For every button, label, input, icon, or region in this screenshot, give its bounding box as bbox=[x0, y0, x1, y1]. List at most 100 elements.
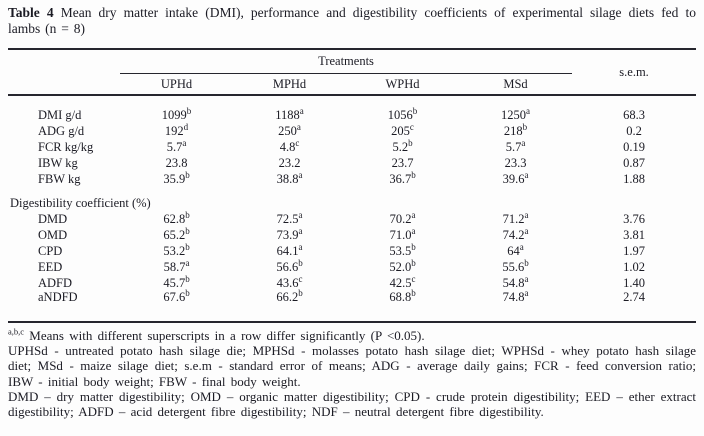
value-cell: 74.8a bbox=[459, 287, 572, 322]
superscript: b bbox=[186, 105, 192, 116]
value-cell: 42.5c bbox=[346, 274, 459, 290]
caption-text: Mean dry matter intake (DMI), performanc… bbox=[8, 5, 697, 36]
value-text: 45.7 bbox=[163, 276, 186, 290]
column-header-row: UPHd MPHd WPHd MSd bbox=[8, 73, 696, 96]
value-text: 36.7 bbox=[389, 172, 412, 186]
value-cell: 23.3 bbox=[459, 154, 572, 170]
sem-value: 3.81 bbox=[623, 228, 645, 242]
value-text: 68.8 bbox=[389, 290, 412, 304]
value-text: 71.2 bbox=[502, 212, 525, 226]
superscript: b bbox=[408, 137, 413, 148]
value-text: 70.2 bbox=[389, 212, 412, 226]
superscript: a bbox=[524, 225, 529, 236]
value-text: 64.1 bbox=[276, 244, 299, 258]
value-cell: 4.8c bbox=[233, 138, 346, 154]
superscript: a bbox=[182, 137, 187, 148]
sem-value: 0.87 bbox=[623, 156, 645, 170]
sem-value: 0.19 bbox=[623, 140, 645, 154]
value-cell: 23.2 bbox=[233, 154, 346, 170]
value-text: 56.6 bbox=[276, 260, 299, 274]
row-label: DMD bbox=[38, 212, 68, 226]
empty-cell bbox=[8, 73, 120, 96]
treatments-header: Treatments bbox=[120, 49, 573, 74]
value-text: 1250 bbox=[501, 108, 527, 122]
superscript: b bbox=[298, 287, 303, 298]
value-text: 38.8 bbox=[276, 172, 299, 186]
value-cell: 192d bbox=[120, 122, 233, 138]
value-text: 23.3 bbox=[504, 156, 527, 170]
superscript: b bbox=[412, 105, 418, 116]
superscript: b bbox=[298, 257, 303, 268]
superscript: a bbox=[526, 105, 531, 116]
sem-value: 1.02 bbox=[623, 260, 645, 274]
sem-value: 2.74 bbox=[623, 290, 645, 304]
value-cell: 65.2b bbox=[120, 226, 233, 242]
value-cell: 36.7b bbox=[346, 170, 459, 186]
value-cell: 35.9b bbox=[120, 170, 233, 186]
superscript: b bbox=[185, 287, 190, 298]
value-text: 66.2 bbox=[276, 290, 299, 304]
value-text: 54.8 bbox=[502, 276, 525, 290]
value-cell: 1250a bbox=[459, 95, 572, 122]
value-cell: 5.2b bbox=[346, 138, 459, 154]
value-cell: 1099b bbox=[120, 95, 233, 122]
row-label: CPD bbox=[38, 244, 63, 258]
value-cell: 74.2a bbox=[459, 226, 572, 242]
value-cell: 52.0b bbox=[346, 258, 459, 274]
value-text: 42.5 bbox=[389, 276, 412, 290]
value-text: 218 bbox=[503, 124, 523, 138]
value-text: 5.7 bbox=[166, 140, 183, 154]
value-cell: 71.0a bbox=[346, 226, 459, 242]
value-cell: 43.6c bbox=[233, 274, 346, 290]
table-row: OMD 65.2b 73.9a 71.0a 74.2a 3.81 bbox=[8, 226, 696, 242]
value-cell: 55.6b bbox=[459, 258, 572, 274]
value-text: 53.5 bbox=[389, 244, 412, 258]
value-text: 23.2 bbox=[278, 156, 301, 170]
col-header-msd: MSd bbox=[459, 73, 573, 96]
sem-value: 0.2 bbox=[626, 124, 642, 138]
footnote-marker: a,b,c bbox=[8, 326, 25, 337]
value-text: 74.8 bbox=[502, 290, 525, 304]
row-label: FBW kg bbox=[38, 172, 81, 186]
sem-value: 1.40 bbox=[623, 276, 645, 290]
section-header-row: Digestibility coefficient (%) bbox=[8, 186, 696, 210]
value-text: 1099 bbox=[161, 108, 187, 122]
value-cell: 73.9a bbox=[233, 226, 346, 242]
value-text: 67.6 bbox=[163, 290, 186, 304]
superscript: a bbox=[524, 209, 529, 220]
superscript: b bbox=[185, 273, 190, 284]
value-text: 52.0 bbox=[389, 260, 412, 274]
section-header: Digestibility coefficient (%) bbox=[10, 196, 151, 210]
value-cell: 45.7b bbox=[120, 274, 233, 290]
sem-value: 68.3 bbox=[623, 108, 645, 122]
value-cell: 39.6a bbox=[459, 170, 572, 186]
superscript: a bbox=[521, 137, 526, 148]
footnote-diet-abbreviations: UPHSd - untreated potato hash silage die… bbox=[8, 343, 696, 389]
value-text: 53.2 bbox=[163, 244, 186, 258]
superscript: a bbox=[524, 287, 529, 298]
table-row: EED 58.7a 56.6b 52.0b 55.6b 1.02 bbox=[8, 258, 696, 274]
superscript: b bbox=[411, 169, 416, 180]
value-text: 35.9 bbox=[163, 172, 186, 186]
value-text: 192 bbox=[164, 124, 184, 138]
value-text: 39.6 bbox=[502, 172, 525, 186]
value-cell: 205c bbox=[346, 122, 459, 138]
col-header-uphd: UPHd bbox=[120, 73, 233, 96]
value-cell: 5.7a bbox=[459, 138, 572, 154]
value-cell: 70.2a bbox=[346, 210, 459, 226]
sem-value: 3.76 bbox=[623, 212, 645, 226]
superscript: a bbox=[298, 209, 303, 220]
superscript: a bbox=[296, 121, 301, 132]
value-text: 1188 bbox=[275, 108, 300, 122]
footnote-significance-text: Means with different superscripts in a r… bbox=[29, 328, 425, 343]
value-text: 64 bbox=[507, 244, 520, 258]
value-text: 58.7 bbox=[163, 260, 186, 274]
value-cell: 62.8b bbox=[120, 210, 233, 226]
sem-header: s.e.m. bbox=[572, 49, 697, 96]
superscript: a bbox=[519, 241, 524, 252]
col-header-wphd: WPHd bbox=[346, 73, 459, 96]
value-cell: 68.8b bbox=[346, 288, 459, 322]
value-text: 72.5 bbox=[276, 212, 299, 226]
row-label: FCR kg/kg bbox=[38, 140, 94, 154]
